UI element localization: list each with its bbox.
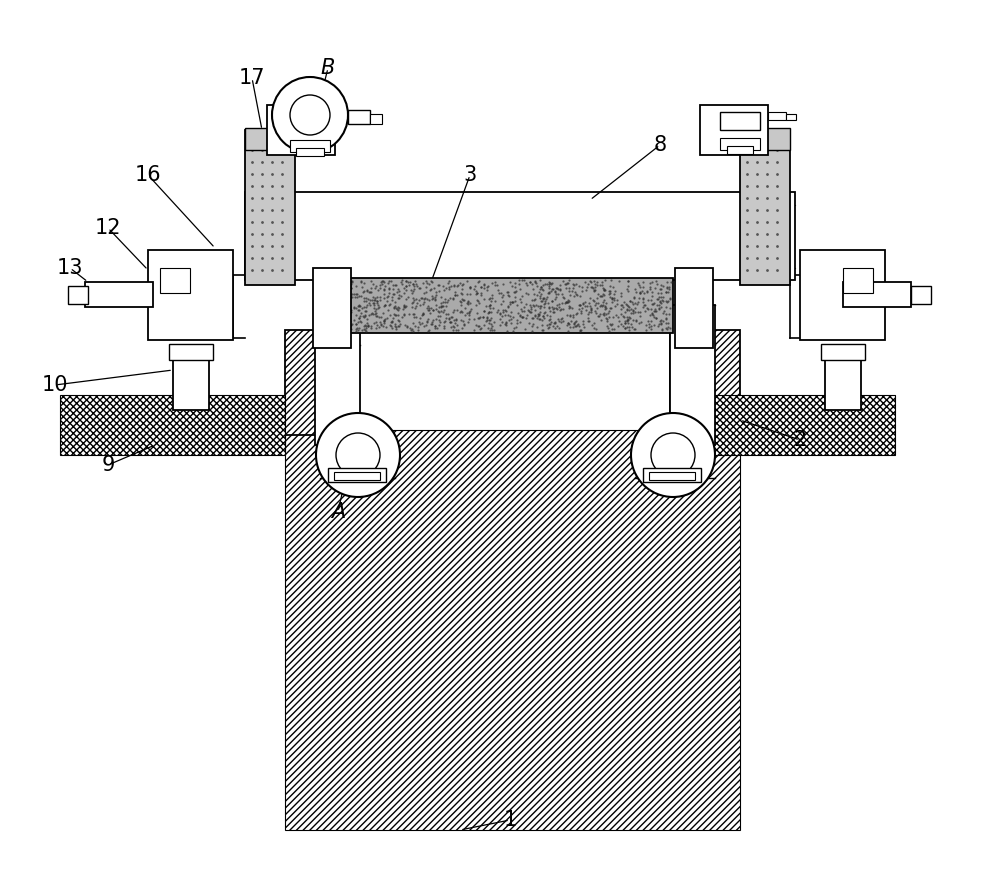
Bar	[911, 286, 931, 304]
Bar	[348, 110, 370, 124]
Bar	[370, 114, 382, 124]
Bar	[267, 105, 335, 155]
Bar	[786, 114, 796, 120]
Bar	[740, 130, 790, 285]
Text: B: B	[321, 58, 335, 78]
Bar	[68, 286, 88, 304]
Text: 9: 9	[101, 455, 115, 475]
Text: 10: 10	[42, 375, 68, 395]
Bar	[148, 250, 233, 340]
Bar	[843, 268, 873, 293]
Bar	[727, 146, 753, 154]
Text: 16: 16	[135, 165, 161, 185]
Text: 3: 3	[463, 165, 477, 185]
Text: 12: 12	[95, 218, 121, 238]
Bar	[169, 344, 213, 360]
Bar	[768, 112, 786, 120]
Bar	[670, 330, 740, 435]
Bar	[296, 148, 324, 156]
Bar	[740, 128, 790, 150]
Bar	[315, 305, 360, 445]
Bar	[825, 350, 861, 410]
Bar	[245, 128, 295, 150]
Bar	[245, 192, 795, 280]
Circle shape	[651, 433, 695, 477]
Circle shape	[316, 413, 400, 497]
Text: 17: 17	[239, 68, 265, 88]
Bar	[670, 395, 895, 455]
Bar	[720, 112, 760, 130]
Bar	[800, 250, 885, 340]
Text: A: A	[331, 502, 345, 522]
Bar	[335, 278, 673, 333]
Bar	[160, 268, 190, 293]
Bar	[843, 282, 911, 307]
Bar	[643, 468, 701, 482]
Bar	[285, 330, 355, 435]
Bar	[720, 138, 760, 150]
Bar	[60, 395, 285, 455]
Circle shape	[336, 433, 380, 477]
Text: 1: 1	[503, 810, 517, 830]
Bar	[700, 105, 768, 155]
Circle shape	[631, 413, 715, 497]
Bar	[313, 268, 351, 348]
Bar	[290, 140, 330, 152]
Bar	[675, 268, 713, 348]
Text: 8: 8	[653, 135, 667, 155]
Bar	[285, 430, 740, 830]
Circle shape	[272, 77, 348, 153]
Circle shape	[290, 95, 330, 135]
Bar	[649, 472, 695, 480]
Bar	[85, 282, 153, 307]
Bar	[334, 472, 380, 480]
Text: 2: 2	[793, 430, 807, 450]
Bar	[245, 130, 295, 285]
Text: 13: 13	[57, 258, 83, 278]
Bar	[821, 344, 865, 360]
Bar	[328, 468, 386, 482]
Bar	[670, 305, 715, 445]
Bar	[173, 350, 209, 410]
